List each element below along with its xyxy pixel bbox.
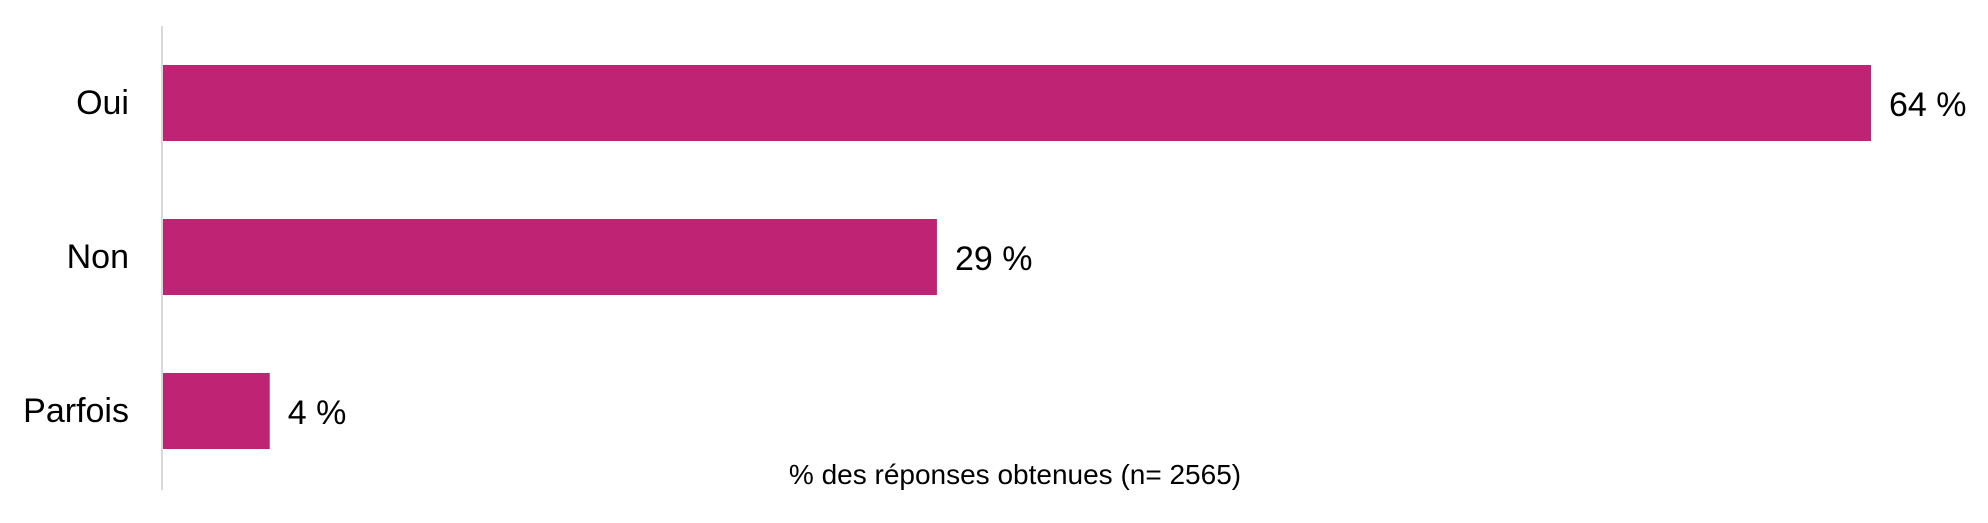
bar-oui	[163, 65, 1871, 141]
value-label: 4 %	[288, 394, 347, 432]
bar-non	[163, 219, 937, 295]
category-label: Parfois	[23, 392, 129, 430]
value-label: 29 %	[955, 240, 1033, 278]
labels-layer: Oui 64 % Non 29 % Parfois 4 %	[23, 84, 1966, 432]
bar-parfois	[163, 373, 270, 449]
value-label: 64 %	[1889, 86, 1967, 124]
category-label: Oui	[76, 84, 129, 122]
x-axis-title: % des réponses obtenues (n= 2565)	[789, 459, 1241, 490]
category-label: Non	[67, 238, 129, 276]
bars-layer	[163, 65, 1871, 449]
